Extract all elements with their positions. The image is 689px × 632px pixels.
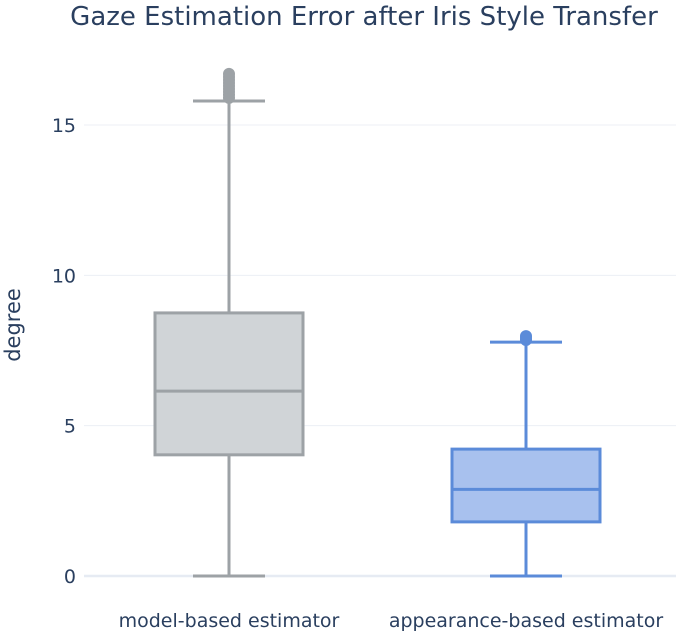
chart-title: Gaze Estimation Error after Iris Style T… xyxy=(70,2,658,32)
box-0 xyxy=(153,67,305,578)
y-tick-label-3: 15 xyxy=(52,115,76,137)
iqr-box-0 xyxy=(153,311,305,457)
outlier-0-8 xyxy=(223,67,235,80)
box-1 xyxy=(450,330,602,578)
y-tick-label-2: 10 xyxy=(52,265,76,287)
y-tick-label-1: 5 xyxy=(64,416,76,438)
y-axis-label: degree xyxy=(1,288,25,362)
iqr-box-1 xyxy=(450,447,602,524)
y-tick-label-0: 0 xyxy=(64,566,76,588)
x-tick-label-0: model-based estimator xyxy=(119,610,340,632)
box-plots xyxy=(153,67,602,578)
outlier-1-2 xyxy=(520,330,532,343)
x-tick-labels: model-based estimator appearance-based es… xyxy=(119,610,664,632)
y-tick-labels: 0 5 10 15 xyxy=(52,115,76,588)
x-tick-label-1: appearance-based estimator xyxy=(389,610,664,632)
